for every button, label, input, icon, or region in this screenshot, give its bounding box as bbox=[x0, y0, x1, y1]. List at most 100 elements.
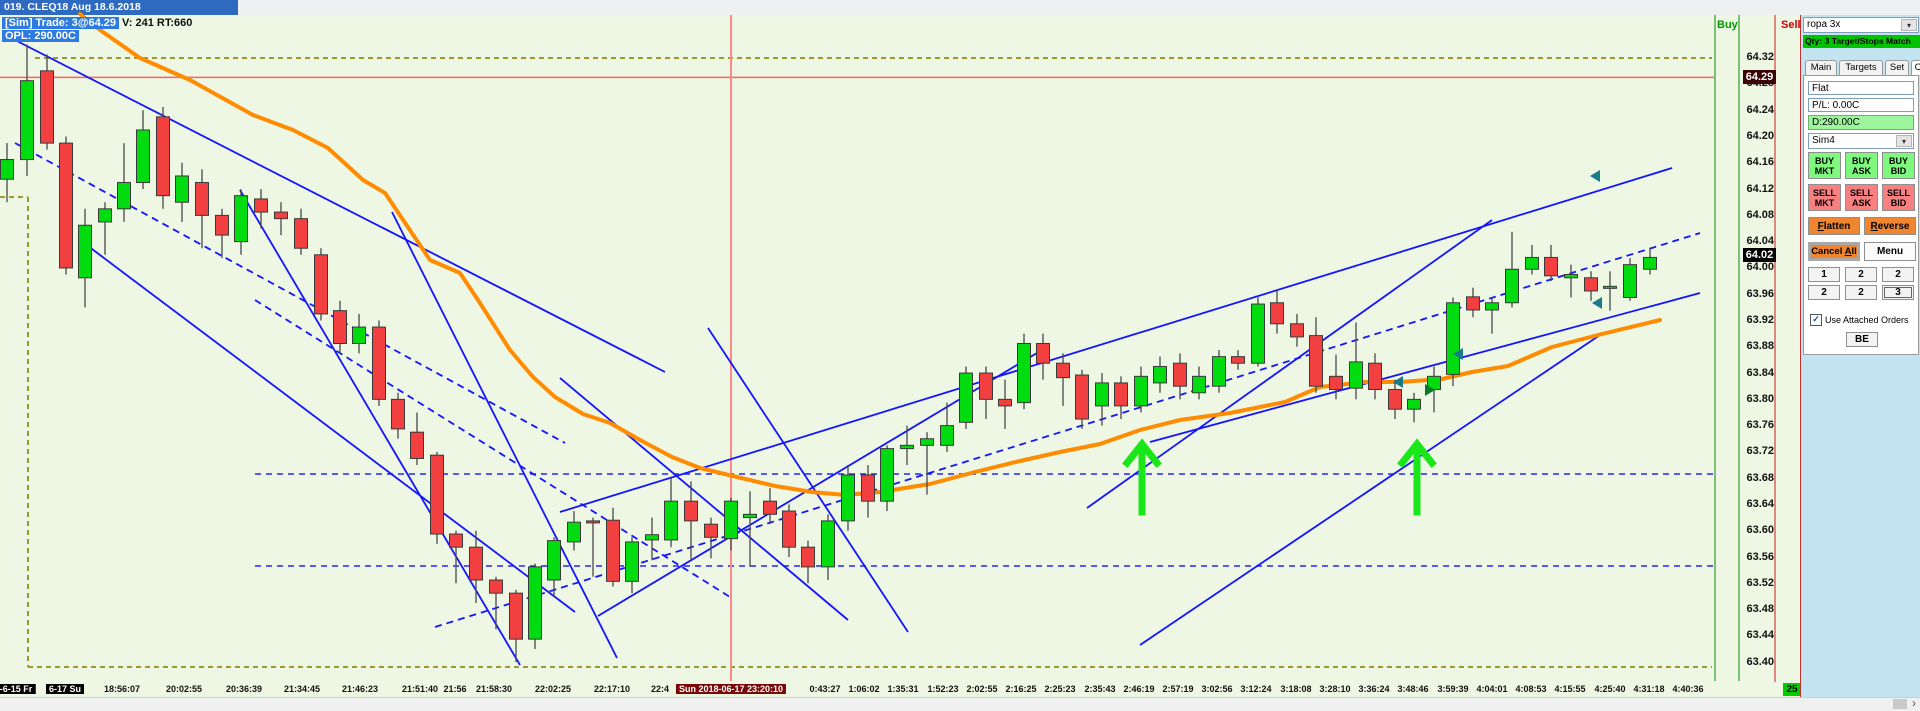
account-value: Sim4 bbox=[1812, 135, 1835, 146]
entry-price-badge: 64.29 bbox=[1743, 70, 1776, 85]
candle-body bbox=[1388, 388, 1402, 410]
time-tick: 1:52:23 bbox=[927, 684, 959, 694]
be-button[interactable]: BE bbox=[1846, 332, 1878, 347]
price-tick: 63.92 bbox=[1746, 314, 1774, 326]
tab-c[interactable]: C bbox=[1911, 60, 1920, 75]
atm-strategy-value: ropa 3x bbox=[1807, 19, 1841, 30]
opl-label: OPL: 290.00C bbox=[2, 30, 79, 42]
candle-body bbox=[1095, 382, 1109, 407]
qty-button-3[interactable]: 2 bbox=[1882, 267, 1914, 282]
time-tick: 4:40:36 bbox=[1672, 684, 1704, 694]
candle-body bbox=[1485, 302, 1499, 311]
time-tick: 0:43:27 bbox=[809, 684, 841, 694]
candle-body bbox=[567, 521, 581, 543]
tab-main[interactable]: Main bbox=[1805, 60, 1837, 75]
time-tick: 2:57:19 bbox=[1162, 684, 1194, 694]
candle-body bbox=[156, 116, 170, 197]
flatten-button[interactable]: Flatten bbox=[1808, 217, 1860, 235]
buy-ask-button[interactable]: BUY ASK bbox=[1845, 152, 1878, 179]
price-tick: 64.16 bbox=[1746, 156, 1774, 169]
candle-body bbox=[489, 579, 503, 594]
horizontal-scrollbar[interactable] bbox=[0, 697, 1920, 711]
time-tick: 3:48:46 bbox=[1397, 684, 1429, 694]
candle-body bbox=[1466, 296, 1480, 311]
price-tick: 63.72 bbox=[1746, 445, 1774, 458]
candle-body bbox=[1231, 356, 1245, 364]
price-tick: 64.08 bbox=[1746, 208, 1774, 221]
candle-body bbox=[1309, 335, 1323, 387]
time-tick: 22:17:10 bbox=[593, 684, 631, 694]
candle-body bbox=[469, 546, 483, 581]
scrollbar-right-arrow-icon[interactable]: › bbox=[1912, 696, 1916, 710]
candle-body bbox=[20, 80, 34, 161]
atm-strategy-dropdown[interactable]: ropa 3x ▾ bbox=[1803, 17, 1919, 33]
time-axis[interactable]: -6-15 Fr 6-17 Su 18:56:07 20:02:55 20:36:39 2… bbox=[0, 682, 1800, 697]
buy-bid-button[interactable]: BUY BID bbox=[1882, 152, 1915, 179]
candle-body bbox=[410, 431, 424, 459]
price-tick: 63.44 bbox=[1746, 629, 1774, 642]
reverse-button[interactable]: Reverse bbox=[1864, 217, 1916, 235]
candle-body bbox=[1056, 362, 1070, 379]
time-tick: 2:46:19 bbox=[1123, 684, 1155, 694]
chevron-down-icon[interactable]: ▾ bbox=[1896, 135, 1912, 147]
account-dropdown[interactable]: Sim4 ▾ bbox=[1808, 133, 1914, 149]
qty-button-5[interactable]: 2 bbox=[1845, 285, 1877, 300]
sell-mkt-button[interactable]: SELL MKT bbox=[1808, 184, 1841, 211]
qty-button-2[interactable]: 2 bbox=[1845, 267, 1877, 282]
menu-button[interactable]: Menu bbox=[1864, 242, 1916, 261]
time-tick: 3:18:08 bbox=[1280, 684, 1312, 694]
use-attached-orders-row[interactable]: ✓ Use Attached Orders bbox=[1810, 314, 1918, 326]
candle-body bbox=[664, 500, 678, 541]
sell-ask-button[interactable]: SELL ASK bbox=[1845, 184, 1878, 211]
candle-body bbox=[59, 142, 73, 269]
chevron-down-icon[interactable]: ▾ bbox=[1901, 19, 1917, 31]
time-tick-highlighted: Sun 2018-06-17 23:20:10 bbox=[675, 684, 787, 694]
scrollbar-thumb[interactable] bbox=[1893, 699, 1907, 709]
tab-set[interactable]: Set bbox=[1885, 60, 1909, 75]
trendline bbox=[239, 189, 521, 666]
candle-body bbox=[841, 474, 855, 522]
trade-marker-icon bbox=[1453, 348, 1463, 360]
candle-body bbox=[234, 195, 248, 243]
time-tick: 3:28:10 bbox=[1319, 684, 1351, 694]
candle-body bbox=[743, 513, 757, 519]
sell-bid-button[interactable]: SELL BID bbox=[1882, 184, 1915, 211]
candle-body bbox=[117, 182, 131, 210]
candle-body bbox=[314, 254, 328, 315]
sell-column-label: Sell bbox=[1781, 19, 1801, 31]
qty-button-4[interactable]: 2 bbox=[1808, 285, 1840, 300]
opl-line: OPL: 290.00C bbox=[2, 30, 79, 42]
price-tick: 63.80 bbox=[1746, 392, 1774, 405]
price-tick: 63.40 bbox=[1746, 655, 1774, 668]
time-tick: 1:35:31 bbox=[887, 684, 919, 694]
candle-body bbox=[1017, 342, 1031, 404]
candle-body bbox=[175, 175, 189, 203]
buy-column-label: Buy bbox=[1717, 19, 1738, 31]
time-tick: 4:25:40 bbox=[1594, 684, 1626, 694]
trendline bbox=[1149, 292, 1701, 443]
trendline-dashed bbox=[14, 142, 566, 444]
candle-body bbox=[979, 372, 993, 400]
time-tick: 1:06:02 bbox=[848, 684, 880, 694]
candle-body bbox=[509, 592, 523, 640]
buy-mkt-button[interactable]: BUY MKT bbox=[1808, 152, 1841, 179]
cancel-all-button[interactable]: Cancel All bbox=[1808, 242, 1860, 261]
qty-button-1[interactable]: 1 bbox=[1808, 267, 1840, 282]
trade-marker-icon bbox=[1592, 297, 1602, 309]
chart-window-title[interactable]: 019. CLEQ18 Aug 18.6.2018 bbox=[0, 0, 238, 15]
trendline bbox=[391, 211, 618, 659]
candle-body bbox=[195, 182, 209, 216]
tab-targets[interactable]: Targets bbox=[1839, 60, 1883, 75]
time-tick-highlighted: -6-15 Fr bbox=[0, 684, 36, 694]
candle-body bbox=[1134, 375, 1148, 407]
price-tick: 63.96 bbox=[1746, 287, 1774, 300]
candlestick-chart-canvas[interactable] bbox=[0, 0, 1800, 697]
candle-body bbox=[547, 540, 561, 581]
atm-card: Flat P/L: 0.00C D:290.00C Sim4 ▾ BUY MKT… bbox=[1803, 75, 1919, 355]
qty-button-6[interactable]: 3 bbox=[1882, 285, 1914, 300]
checkbox-checked-icon[interactable]: ✓ bbox=[1810, 314, 1822, 326]
trendline bbox=[707, 327, 909, 633]
time-tick: 3:12:24 bbox=[1240, 684, 1272, 694]
trendline-dashed bbox=[254, 299, 731, 598]
